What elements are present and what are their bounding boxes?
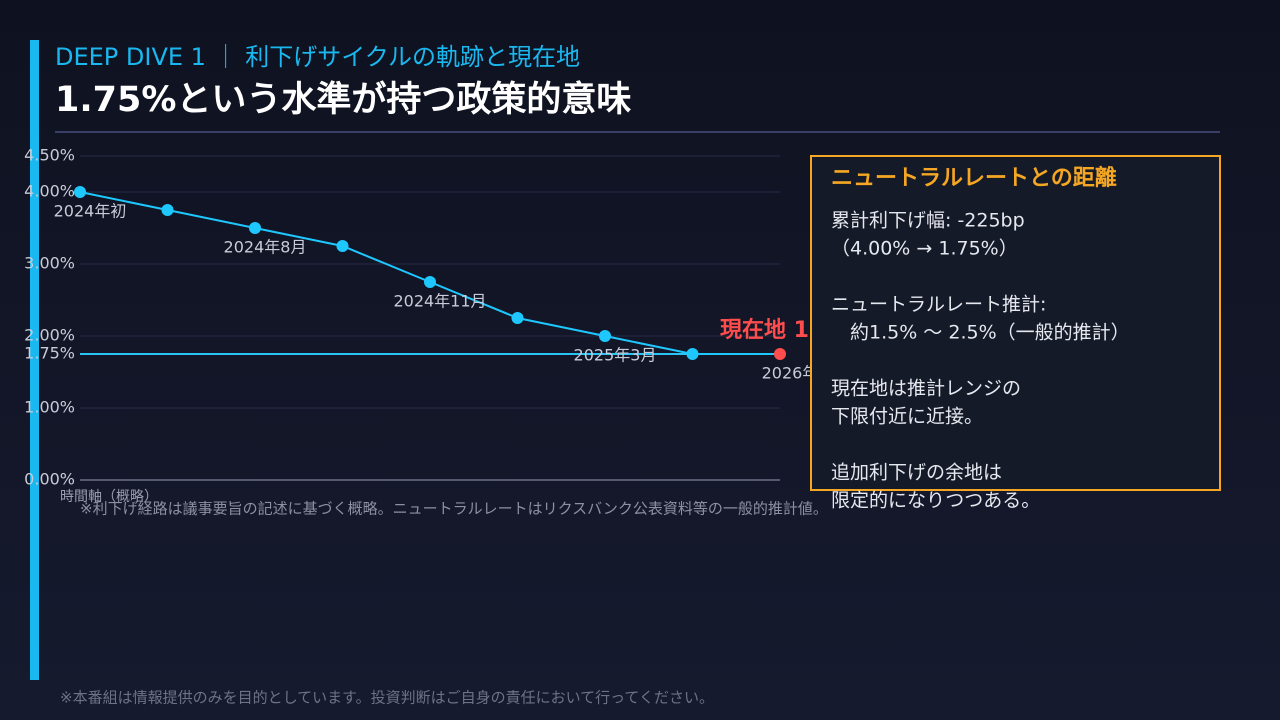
side-box-line: 累計利下げ幅: -225bp	[831, 210, 1025, 232]
side-box-line: ニュートラルレート推計:	[831, 294, 1046, 316]
side-box-title: ニュートラルレートとの距離	[831, 165, 1117, 191]
x-category-label: 2026年	[762, 364, 819, 383]
side-box-line: 約1.5% 〜 2.5%（一般的推計）	[831, 322, 1130, 344]
data-point	[599, 330, 611, 342]
x-category-label: 2024年初	[54, 202, 127, 221]
data-point	[686, 348, 699, 360]
y-tick-label: 4.50%	[24, 146, 75, 165]
kicker: DEEP DIVE 1 ｜ 利下げサイクルの軌跡と現在地	[55, 43, 580, 71]
data-point	[424, 276, 436, 288]
side-box	[810, 155, 1221, 491]
data-point	[336, 240, 349, 252]
footer: ※本番組は情報提供のみを目的としています。投資判断はご自身の責任において行ってく…	[60, 689, 714, 707]
x-axis-label: 時間軸（概略）	[60, 489, 158, 505]
y-tick-label: 1.75%	[24, 344, 75, 363]
side-box-line: （4.00% → 1.75%）	[831, 238, 1018, 260]
y-tick-label: 1.00%	[24, 398, 75, 417]
data-point	[511, 312, 524, 324]
y-tick-label: 4.00%	[24, 182, 75, 201]
accent-bar	[30, 40, 39, 680]
data-point	[249, 222, 261, 234]
data-point	[74, 186, 86, 198]
y-tick-label: 2.00%	[24, 326, 75, 345]
y-tick-label: 0.00%	[24, 470, 75, 489]
side-box-line: 下限付近に近接。	[831, 406, 983, 428]
side-box-line: 現在地は推計レンジの	[831, 378, 1021, 400]
data-point	[774, 348, 786, 360]
slide-title: 1.75%という水準が持つ政策的意味	[55, 80, 631, 120]
x-category-label: 2025年3月	[574, 346, 657, 365]
side-box-line: 追加利下げの余地は	[831, 462, 1002, 484]
x-category-label: 2024年8月	[224, 238, 307, 257]
y-tick-label: 3.00%	[24, 254, 75, 273]
side-box-line: 限定的になりつつある。	[831, 490, 1040, 512]
data-point	[161, 204, 174, 216]
x-category-label: 2024年11月	[393, 292, 486, 311]
note: ※利下げ経路は議事要旨の記述に基づく概略。ニュートラルレートはリクスバンク公表資…	[80, 500, 828, 518]
